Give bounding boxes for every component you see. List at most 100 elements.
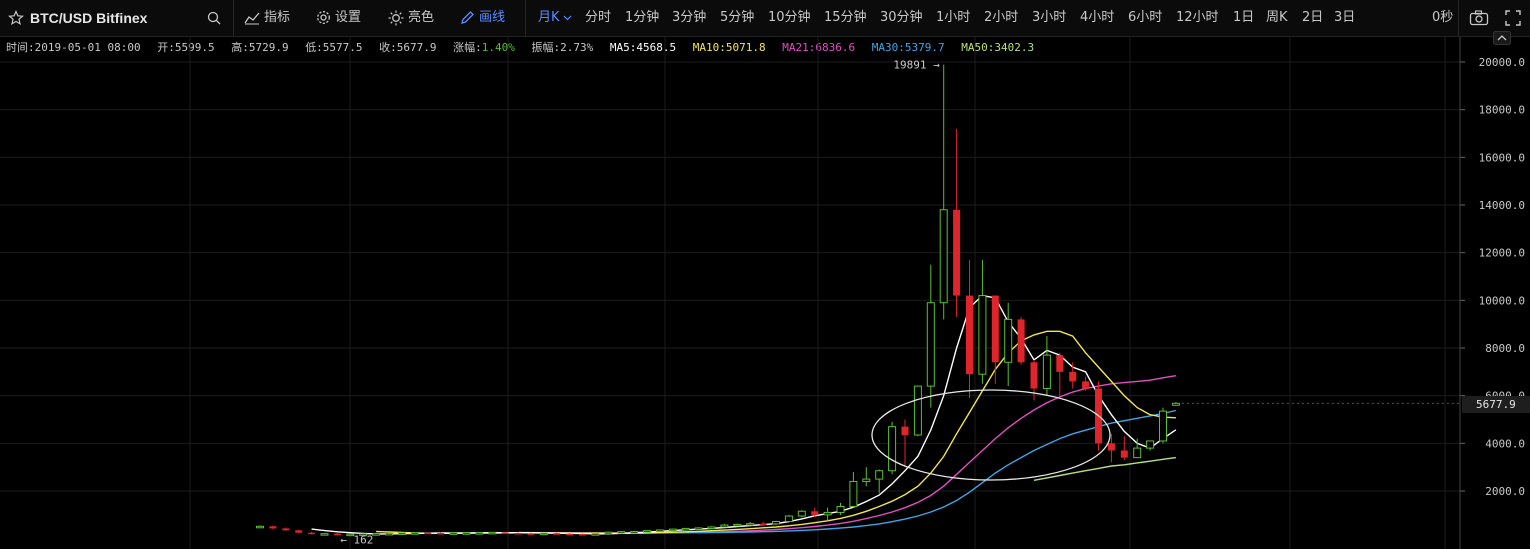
candle-body [720,524,729,528]
candle-body [926,302,935,387]
candle-body [553,533,561,535]
candle-body [1107,443,1115,451]
candle-body [978,295,987,375]
timer-label: 0秒 [1432,10,1454,25]
candle-body [617,531,626,534]
candle-body [823,511,832,516]
candle-body [1056,355,1064,372]
period-option[interactable]: 30分钟 [880,10,923,25]
fullscreen-icon[interactable] [1505,0,1521,36]
period-option[interactable]: 10分钟 [768,10,811,25]
chevron-down-icon [563,15,571,21]
candle-body [462,532,471,535]
period-option[interactable]: 15分钟 [824,10,867,25]
chevron-up-icon[interactable] [1493,28,1511,48]
period-option[interactable]: 5分钟 [720,10,755,25]
period-option[interactable]: 3日 [1334,10,1356,25]
candle-body [1171,402,1180,406]
candle-body [385,532,393,536]
y-axis-tick-label: 12000.0 [1479,247,1525,260]
ma30-line [634,409,1177,534]
candle-body [759,523,767,526]
candle-body [320,533,329,536]
last-price-tag: 5677.9 [1462,396,1530,413]
candle-body [913,385,922,436]
period-option[interactable]: 6小时 [1128,10,1163,25]
toolbar-divider [233,0,234,36]
favorite-star-icon[interactable] [8,0,24,36]
period-option[interactable]: 周K [1266,10,1288,25]
max-price-label: 19891 → [893,59,940,72]
period-option[interactable]: 分时 [585,10,612,25]
symbol-title[interactable]: BTC/USD Bitfinex [30,10,148,26]
candle-body [772,521,780,525]
period-option[interactable]: 3小时 [1032,10,1067,25]
info-ma21: MA21:6836.6 [782,41,856,54]
candle-body [256,525,264,529]
y-axis-tick-label: 10000.0 [1479,294,1525,307]
brightness-label: 亮色 [408,10,435,25]
candle-body [797,510,806,517]
settings-button[interactable]: 设置 [316,0,361,36]
candle-body [1146,440,1155,449]
candle-body [359,533,368,536]
candle-body [514,532,522,535]
gear-icon [317,11,330,24]
candle-body [888,426,897,472]
brightness-button[interactable]: 亮色 [388,0,434,36]
period-option[interactable]: 3分钟 [672,10,707,25]
period-selected-label: 月K [538,10,560,25]
period-option[interactable]: 2小时 [984,10,1019,25]
period-option[interactable]: 1分钟 [625,10,660,25]
period-option[interactable]: 2日 [1302,10,1324,25]
toolbar-divider [525,0,526,36]
candle-body [875,470,884,480]
candle-body [655,529,664,532]
candle-body [1082,381,1090,389]
chart-toolbar: BTC/USD Bitfinex 指标 设置 亮色 画线 月K 分时 1分钟 3分钟… [0,0,1530,37]
candle-body [539,532,548,536]
candle-body [811,511,819,515]
candlestick-chart[interactable]: 2000.04000.06000.08000.010000.012000.014… [0,37,1530,549]
y-axis-tick-label: 16000.0 [1479,151,1525,164]
info-amplitude: 振幅:2.73% [531,41,594,54]
candle-body [591,533,600,536]
candle-body [475,532,484,535]
candle-body [527,533,535,535]
candle-body [449,532,458,535]
info-change: 涨幅:1.40% [453,41,515,54]
candle-body [746,523,755,526]
toolbar-divider [1458,0,1459,36]
sun-icon [388,10,404,25]
candle-body [269,526,277,529]
candle-body [488,531,497,535]
draw-label: 画线 [479,10,506,25]
period-option[interactable]: 1小时 [936,10,971,25]
candle-body [346,533,355,537]
y-axis-tick-label: 8000.0 [1485,342,1525,355]
candle-body [862,478,871,482]
period-option[interactable]: 12小时 [1176,10,1219,25]
info-close: 收:5677.9 [379,41,437,54]
info-change-value: 1.40% [481,41,515,54]
info-low: 低:5577.5 [305,41,363,54]
candle-body [668,528,677,532]
candle-body [295,530,303,533]
info-change-label: 涨幅: [453,41,482,54]
period-option[interactable]: 1日 [1233,10,1255,25]
candle-body [282,528,290,531]
draw-button[interactable]: 画线 [460,0,505,36]
candle-body [991,295,999,363]
candle-body [694,527,703,530]
candle-body [707,526,716,529]
y-axis-tick-label: 20000.0 [1479,56,1525,69]
camera-icon[interactable] [1469,0,1489,36]
search-icon[interactable] [207,0,225,36]
candle-body [501,532,509,534]
indicators-button[interactable]: 指标 [244,0,290,36]
info-ma10: MA10:5071.8 [692,41,766,54]
candle-body [1004,318,1013,363]
settings-label: 设置 [335,10,362,25]
period-dropdown[interactable]: 月K [538,0,572,36]
period-option[interactable]: 4小时 [1080,10,1115,25]
